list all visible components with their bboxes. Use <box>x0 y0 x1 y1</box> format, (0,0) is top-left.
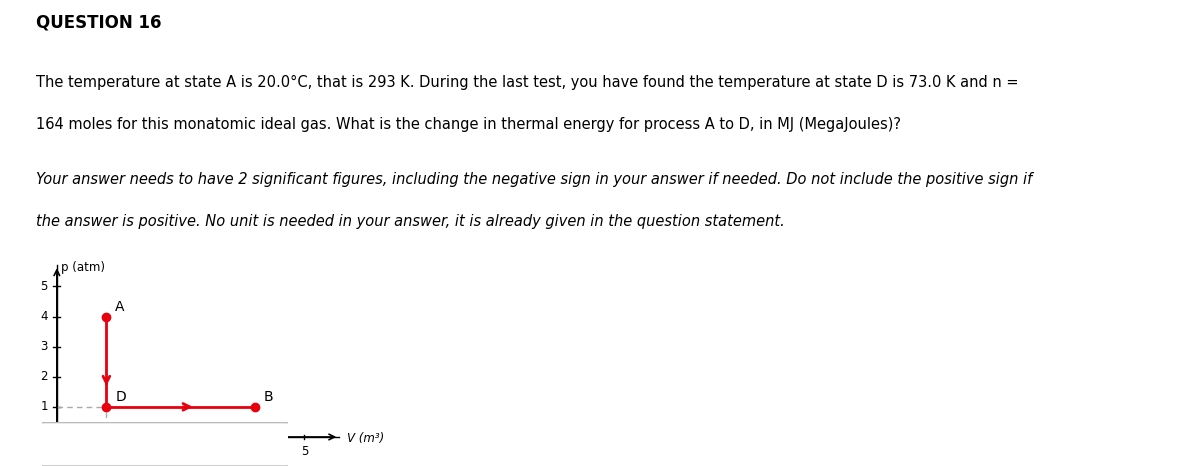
Text: QUESTION 16: QUESTION 16 <box>36 14 162 32</box>
Text: 4: 4 <box>41 310 48 323</box>
Text: 3: 3 <box>202 445 209 459</box>
Text: 2: 2 <box>152 445 160 459</box>
Text: 2: 2 <box>41 370 48 383</box>
Text: O: O <box>41 445 50 459</box>
Text: 1: 1 <box>41 400 48 413</box>
Text: 1: 1 <box>103 445 110 459</box>
Text: A: A <box>115 300 125 314</box>
Text: 3: 3 <box>41 340 48 353</box>
Text: 5: 5 <box>301 445 308 459</box>
FancyBboxPatch shape <box>35 423 295 466</box>
Text: V (m³): V (m³) <box>347 432 384 445</box>
Text: Your answer needs to have 2 significant figures, including the negative sign in : Your answer needs to have 2 significant … <box>36 172 1032 187</box>
Text: 5: 5 <box>41 280 48 293</box>
Text: 4: 4 <box>251 445 259 459</box>
Text: the answer is positive. No unit is needed in your answer, it is already given in: the answer is positive. No unit is neede… <box>36 214 785 229</box>
Text: p (atm): p (atm) <box>61 261 104 274</box>
Text: B: B <box>264 391 274 404</box>
Text: D: D <box>115 391 126 404</box>
Text: The temperature at state A is 20.0°C, that is 293 K. During the last test, you h: The temperature at state A is 20.0°C, th… <box>36 75 1019 89</box>
Text: 164 moles for this monatomic ideal gas. What is the change in thermal energy for: 164 moles for this monatomic ideal gas. … <box>36 116 901 131</box>
